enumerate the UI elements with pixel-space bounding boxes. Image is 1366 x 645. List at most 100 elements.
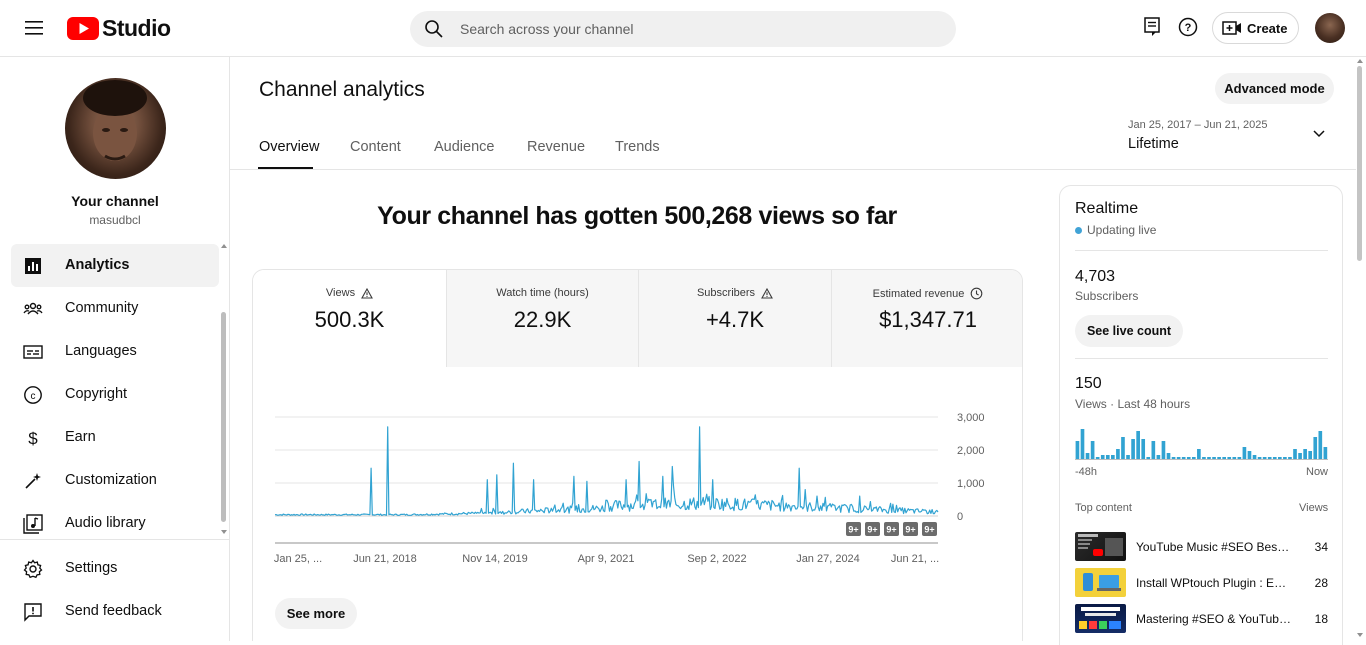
mini-bar[interactable] xyxy=(1323,447,1328,459)
search-icon[interactable] xyxy=(424,19,444,39)
channel-avatar[interactable] xyxy=(65,78,166,179)
mini-bar[interactable] xyxy=(1222,457,1226,459)
mini-bar[interactable] xyxy=(1227,457,1232,459)
search-input[interactable] xyxy=(460,11,940,47)
mini-bar[interactable] xyxy=(1161,441,1166,459)
mini-bar[interactable] xyxy=(1257,457,1262,459)
mini-bar[interactable] xyxy=(1283,457,1287,459)
mini-bar[interactable] xyxy=(1100,455,1105,459)
top-content-row[interactable]: Install WPtouch Plugin : Eng... 28 xyxy=(1075,568,1328,598)
mini-bar[interactable] xyxy=(1237,457,1242,459)
chart-marker-badge[interactable] xyxy=(903,522,918,536)
mini-bar[interactable] xyxy=(1146,457,1151,459)
mini-bar[interactable] xyxy=(1278,457,1282,459)
mini-bar[interactable] xyxy=(1242,447,1247,459)
mini-bar[interactable] xyxy=(1111,455,1115,459)
mini-bar[interactable] xyxy=(1293,449,1297,459)
mini-bar[interactable] xyxy=(1267,457,1272,459)
see-more-button[interactable]: See more xyxy=(275,598,357,629)
mini-bar[interactable] xyxy=(1075,441,1080,459)
mini-bar[interactable] xyxy=(1318,431,1323,459)
tab-content[interactable]: Content xyxy=(350,139,401,155)
top-content-row[interactable]: YouTube Music #SEO Best ... 34 xyxy=(1075,532,1328,562)
tab-trends[interactable]: Trends xyxy=(615,139,660,155)
mini-bar[interactable] xyxy=(1202,457,1206,459)
top-content-row[interactable]: Mastering #SEO & YouTube ... 18 xyxy=(1075,604,1328,634)
mini-bar[interactable] xyxy=(1136,431,1140,459)
sidebar-item-copyright[interactable]: c Copyright xyxy=(11,373,219,416)
chevron-down-icon[interactable] xyxy=(1312,129,1326,139)
chart-marker-badge[interactable] xyxy=(846,522,861,536)
metric-revenue[interactable]: Estimated revenue $1,347.71 xyxy=(831,270,1022,367)
mini-bar[interactable] xyxy=(1171,457,1176,459)
metric-views[interactable]: Views 500.3K xyxy=(253,270,446,367)
sidebar-item-languages[interactable]: Languages xyxy=(11,330,219,373)
tab-overview[interactable]: Overview xyxy=(259,139,320,155)
mini-bar[interactable] xyxy=(1176,457,1181,459)
mini-bar[interactable] xyxy=(1186,457,1191,459)
mini-bar[interactable] xyxy=(1090,441,1095,459)
mini-bar[interactable] xyxy=(1197,449,1201,459)
sidebar-item-earn[interactable]: $ Earn xyxy=(11,416,219,459)
mini-bar[interactable] xyxy=(1252,455,1257,459)
channel-name[interactable]: Your channel xyxy=(71,193,159,209)
mini-bar[interactable] xyxy=(1121,437,1125,459)
page-scrollbar[interactable] xyxy=(1357,66,1362,261)
metric-watch-time[interactable]: Watch time (hours) 22.9K xyxy=(446,270,638,367)
chart-marker-badge[interactable] xyxy=(884,522,899,536)
mini-bar[interactable] xyxy=(1232,457,1237,459)
mini-bar[interactable] xyxy=(1095,457,1100,459)
sidebar-scrollbar[interactable] xyxy=(221,312,226,522)
studio-logo[interactable]: Studio xyxy=(67,14,171,42)
realtime-views-bars[interactable] xyxy=(1075,424,1328,460)
mini-bar[interactable] xyxy=(1308,451,1313,459)
mini-bar[interactable] xyxy=(1116,449,1120,459)
mini-bar[interactable] xyxy=(1272,457,1277,459)
mini-bar[interactable] xyxy=(1262,457,1267,459)
sidebar-item-analytics[interactable]: Analytics xyxy=(11,244,219,287)
scroll-up-icon[interactable] xyxy=(1356,58,1364,64)
feedback-icon[interactable] xyxy=(1143,16,1163,38)
advanced-mode-button[interactable]: Advanced mode xyxy=(1215,73,1334,104)
mini-bar[interactable] xyxy=(1131,439,1135,459)
sidebar-item-audio-library[interactable]: Audio library xyxy=(11,502,219,545)
metric-subscribers[interactable]: Subscribers +4.7K xyxy=(638,270,831,367)
mini-bar[interactable] xyxy=(1126,455,1130,459)
mini-bar[interactable] xyxy=(1298,453,1302,459)
scroll-down-icon[interactable] xyxy=(1356,632,1364,638)
mini-bar[interactable] xyxy=(1313,437,1318,459)
tab-audience[interactable]: Audience xyxy=(434,139,495,155)
sidebar-item-community[interactable]: Community xyxy=(11,287,219,330)
mini-bar[interactable] xyxy=(1212,457,1216,459)
chart-series-line[interactable] xyxy=(274,426,939,516)
scroll-down-icon[interactable] xyxy=(220,529,228,535)
mini-bar[interactable] xyxy=(1080,429,1085,459)
mini-bar[interactable] xyxy=(1156,455,1161,459)
mini-bar[interactable] xyxy=(1207,457,1211,459)
date-range[interactable]: Jan 25, 2017 – Jun 21, 2025 xyxy=(1128,119,1268,131)
mini-bar[interactable] xyxy=(1191,457,1196,459)
mini-bar[interactable] xyxy=(1085,453,1090,459)
sidebar-item-customization[interactable]: Customization xyxy=(11,459,219,502)
tab-revenue[interactable]: Revenue xyxy=(527,139,586,155)
menu-icon[interactable] xyxy=(22,17,46,39)
chart-marker-badge[interactable] xyxy=(922,522,937,536)
scroll-up-icon[interactable] xyxy=(220,243,228,249)
sidebar-item-settings[interactable]: Settings xyxy=(11,547,219,590)
chart-marker-badge[interactable] xyxy=(865,522,880,536)
mini-bar[interactable] xyxy=(1303,449,1307,459)
mini-bar[interactable] xyxy=(1181,457,1186,459)
account-avatar[interactable] xyxy=(1315,13,1345,43)
date-period[interactable]: Lifetime xyxy=(1128,136,1179,152)
mini-bar[interactable] xyxy=(1247,451,1252,459)
create-button[interactable]: Create xyxy=(1212,12,1299,44)
views-chart[interactable]: 3,000 2,000 1,000 0 9+ 9+ 9+ 9+ 9+ Jan 25, ... Jun… xyxy=(253,367,1023,567)
mini-bar[interactable] xyxy=(1217,457,1221,459)
mini-bar[interactable] xyxy=(1166,453,1171,459)
mini-bar[interactable] xyxy=(1151,441,1156,459)
search-bar[interactable] xyxy=(410,11,956,47)
sidebar-item-send-feedback[interactable]: Send feedback xyxy=(11,590,219,633)
mini-bar[interactable] xyxy=(1288,457,1292,459)
see-live-count-button[interactable]: See live count xyxy=(1075,315,1183,347)
help-icon[interactable]: ? xyxy=(1177,16,1199,38)
